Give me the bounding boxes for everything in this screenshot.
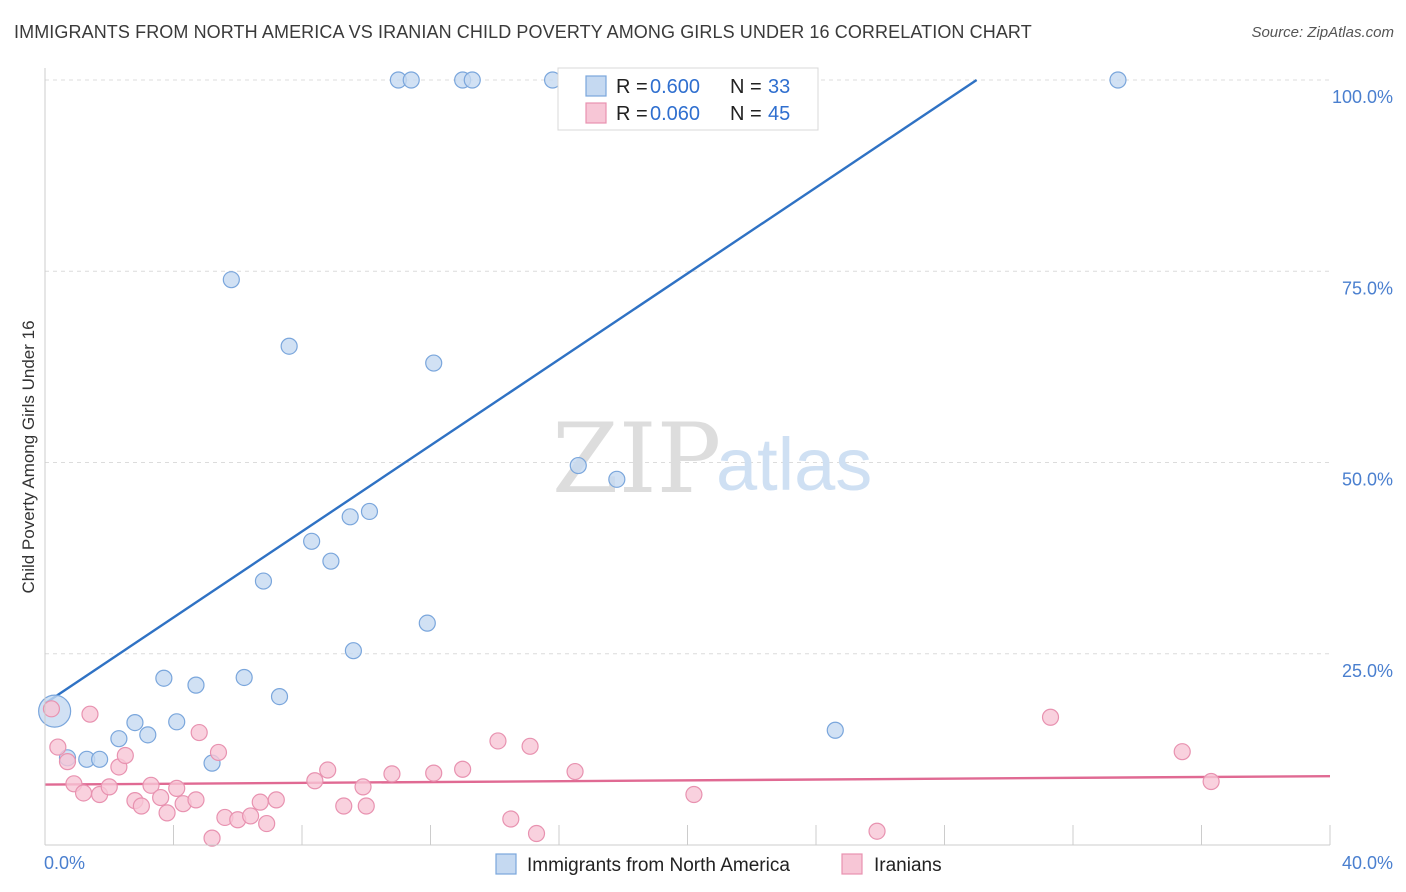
- point-immigrants-19: [344, 642, 362, 660]
- point-iranians-27: [306, 772, 324, 790]
- point-immigrants-28: [569, 456, 587, 475]
- point-iranians-32: [383, 765, 401, 783]
- legend-r-value-iranians: 0.060: [650, 103, 700, 125]
- series-legend-swatch-iranians: [841, 853, 863, 875]
- point-immigrants-32: [1109, 71, 1127, 89]
- x-tick-label-max: 40.0%: [1342, 853, 1393, 873]
- point-immigrants-17: [322, 552, 340, 570]
- point-immigrants-13: [254, 572, 273, 590]
- point-iranians-40: [685, 785, 703, 804]
- grid-layer: [45, 79, 1330, 655]
- legend-n-label-iranians: N =: [730, 103, 762, 125]
- y-tick-label-100: 100.0%: [1332, 87, 1393, 107]
- point-iranians-20: [209, 743, 228, 762]
- point-iranians-13: [152, 788, 170, 807]
- series-legend-swatch-immigrants: [495, 853, 517, 875]
- series-legend: Immigrants from North America Iranians: [495, 853, 942, 876]
- point-immigrants-14: [270, 687, 289, 706]
- point-iranians-2: [58, 753, 77, 771]
- point-iranians-0: [42, 700, 61, 718]
- point-iranians-9: [116, 746, 134, 765]
- series-legend-label-immigrants: Immigrants from North America: [527, 855, 790, 876]
- point-iranians-14: [158, 804, 176, 822]
- point-immigrants-23: [418, 614, 436, 632]
- point-immigrants-31: [826, 721, 844, 739]
- point-iranians-39: [566, 762, 584, 781]
- legend-n-value-immigrants: 33: [768, 76, 790, 98]
- point-iranians-1: [49, 738, 67, 756]
- point-iranians-43: [1173, 743, 1191, 761]
- point-immigrants-18: [341, 508, 359, 526]
- point-iranians-5: [81, 705, 99, 723]
- point-immigrants-24: [425, 354, 443, 372]
- point-immigrants-9: [187, 676, 205, 694]
- y-tick-label-25: 25.0%: [1342, 661, 1393, 681]
- stats-legend: R = 0.600 N = 33 R = 0.060 N = 45: [557, 67, 819, 131]
- legend-r-label-iranians: R =: [616, 103, 648, 125]
- point-iranians-44: [1202, 772, 1220, 791]
- point-immigrants-8: [168, 713, 186, 731]
- watermark: ZIP atlas: [552, 403, 872, 515]
- point-immigrants-11: [222, 271, 240, 289]
- point-immigrants-30: [608, 470, 626, 488]
- point-immigrants-15: [280, 337, 298, 355]
- point-iranians-37: [521, 737, 539, 755]
- point-immigrants-5: [126, 713, 144, 732]
- point-iranians-4: [74, 784, 93, 802]
- point-iranians-28: [319, 761, 337, 779]
- series-legend-label-iranians: Iranians: [874, 855, 942, 876]
- legend-n-label-immigrants: N =: [730, 76, 762, 98]
- legend-r-value-immigrants: 0.600: [650, 76, 700, 98]
- point-iranians-38: [527, 824, 546, 843]
- point-immigrants-22: [402, 71, 420, 89]
- trendline-iranians: [44, 774, 1331, 786]
- point-immigrants-20: [360, 502, 379, 521]
- point-immigrants-12: [235, 668, 253, 687]
- point-immigrants-6: [139, 726, 157, 744]
- watermark-atlas: atlas: [716, 423, 872, 506]
- point-iranians-12: [142, 776, 160, 794]
- y-tick-label-50: 50.0%: [1342, 470, 1393, 490]
- point-iranians-31: [357, 797, 375, 815]
- point-iranians-26: [267, 791, 285, 809]
- legend-swatch-iranians: [585, 102, 607, 124]
- point-iranians-7: [100, 778, 118, 796]
- point-iranians-11: [132, 797, 150, 815]
- y-tick-label-75: 75.0%: [1342, 278, 1393, 298]
- point-iranians-17: [187, 791, 205, 809]
- legend-r-label-immigrants: R =: [616, 76, 648, 98]
- point-immigrants-7: [155, 669, 173, 687]
- point-immigrants-16: [303, 532, 321, 550]
- point-iranians-35: [489, 732, 507, 750]
- point-iranians-42: [1041, 708, 1060, 726]
- point-iranians-23: [242, 807, 260, 825]
- trend-layer: [44, 79, 1331, 786]
- point-iranians-29: [335, 797, 353, 815]
- point-iranians-30: [354, 778, 372, 796]
- legend-n-value-iranians: 45: [768, 103, 790, 125]
- points-layer: [38, 71, 1220, 847]
- point-iranians-41: [868, 822, 886, 840]
- point-iranians-25: [258, 814, 276, 833]
- legend-swatch-immigrants: [585, 75, 607, 97]
- point-iranians-33: [425, 764, 443, 782]
- point-iranians-34: [454, 760, 472, 778]
- chart-title: IMMIGRANTS FROM NORTH AMERICA VS IRANIAN…: [14, 22, 1032, 42]
- point-iranians-15: [168, 779, 186, 797]
- x-tick-label-min: 0.0%: [44, 853, 85, 873]
- point-iranians-18: [190, 723, 208, 742]
- point-immigrants-3: [91, 750, 109, 768]
- trendline-immigrants: [44, 79, 978, 705]
- source-credit: Source: ZipAtlas.com: [1251, 24, 1394, 41]
- point-iranians-19: [203, 829, 221, 847]
- point-immigrants-26: [463, 71, 481, 89]
- point-iranians-24: [251, 793, 269, 811]
- axis-layer: 100.0% 75.0% 50.0% 25.0% 0.0% 40.0%: [44, 68, 1393, 873]
- point-iranians-36: [502, 810, 520, 828]
- point-immigrants-4: [110, 730, 128, 748]
- y-axis-label: Child Poverty Among Girls Under 16: [19, 320, 38, 593]
